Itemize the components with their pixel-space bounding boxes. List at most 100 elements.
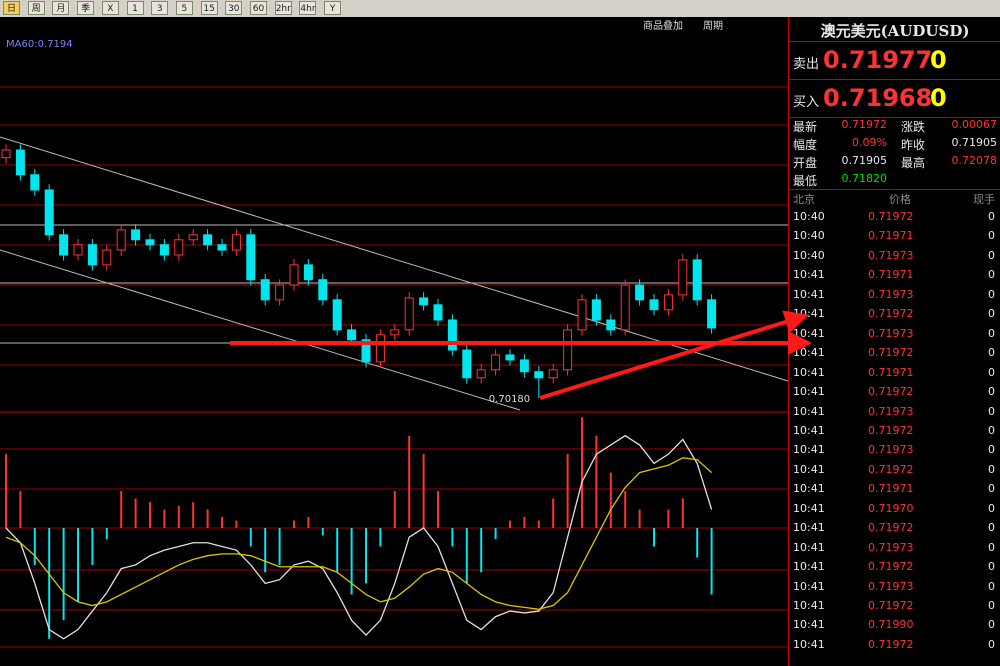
toolbar-button[interactable]: Y — [324, 1, 342, 15]
trade-time: 10:41 — [793, 443, 825, 457]
trade-price: 0.71972 — [868, 346, 914, 360]
trade-time: 10:41 — [793, 307, 825, 321]
trade-price: 0.71972 — [868, 521, 914, 535]
trade-price: 0.71971 — [868, 268, 914, 282]
toolbar-button[interactable]: 周 — [27, 1, 45, 15]
buy-price: 0.71968 — [823, 84, 933, 112]
candle-body — [347, 329, 357, 341]
trade-volume: 0 — [988, 268, 995, 282]
toolbar-button[interactable]: 日 — [3, 1, 20, 15]
toolbar-button[interactable]: 30 — [225, 1, 243, 15]
chart-area: 商品叠加 周期 MA60:0.7194 0.70180 — [0, 19, 788, 648]
candle-body — [260, 279, 270, 301]
toolbar-button[interactable]: 季 — [77, 1, 95, 15]
trade-volume: 0 — [988, 346, 995, 360]
trade-price: 0.71971 — [868, 229, 914, 243]
toolbar-link: 商品叠加 — [643, 19, 683, 32]
stat-value: 0.71820 — [841, 172, 888, 185]
candle-body — [174, 239, 184, 256]
stat-value: 0.71972 — [841, 118, 888, 131]
trade-volume: 0 — [988, 618, 995, 632]
candle-body — [318, 279, 328, 301]
trade-time: 10:41 — [793, 579, 825, 593]
stat-label: 开盘 — [793, 156, 818, 170]
trade-price: 0.71972 — [868, 423, 914, 437]
candle-body — [1, 149, 11, 159]
trade-time: 10:41 — [793, 462, 825, 476]
candle-body — [491, 354, 501, 371]
candle-body — [87, 244, 97, 266]
toolbar-button[interactable]: 1 — [126, 1, 144, 15]
candle-body — [188, 234, 198, 241]
toolbar-button[interactable]: 60 — [250, 1, 267, 15]
trade-time: 10:40 — [793, 229, 825, 243]
trade-volume: 0 — [988, 560, 995, 574]
separator — [789, 41, 1000, 42]
candle-body — [116, 229, 126, 251]
trade-volume: 0 — [988, 637, 995, 651]
trade-volume: 0 — [988, 579, 995, 593]
macd-dif — [5, 434, 713, 640]
sell-label: 卖出 — [793, 57, 820, 72]
trade-volume: 0 — [988, 501, 995, 515]
trade-volume: 0 — [988, 540, 995, 554]
candle-body — [606, 319, 616, 331]
levels — [0, 136, 788, 411]
trade-price: 0.71972 — [868, 462, 914, 476]
toolbar-button[interactable]: X — [101, 1, 119, 15]
stat-value: 0.09% — [852, 136, 887, 149]
stat-value: 0.71905 — [951, 136, 998, 149]
candle-body — [303, 264, 313, 281]
trade-time: 10:41 — [793, 637, 825, 651]
candle-body — [476, 369, 486, 379]
trade-volume: 0 — [988, 248, 995, 262]
trade-price: 0.71990 — [868, 618, 914, 632]
candle-body — [692, 259, 702, 301]
candle-body — [73, 244, 83, 256]
candle-body — [159, 244, 169, 256]
stat-label: 最低 — [793, 174, 818, 188]
trade-volume: 0 — [988, 287, 995, 301]
toolbar-button[interactable]: 3 — [151, 1, 169, 15]
candle-body — [231, 234, 241, 251]
candle-body — [404, 297, 414, 331]
toolbar-button[interactable]: 2hr — [274, 1, 292, 15]
candle-body — [577, 299, 587, 331]
candle-body — [563, 329, 573, 371]
candle-body — [289, 264, 299, 286]
grid — [0, 86, 788, 648]
trade-time: 10:41 — [793, 560, 825, 574]
trade-volume: 0 — [988, 404, 995, 418]
trade-price: 0.71972 — [868, 560, 914, 574]
trade-price: 0.71972 — [868, 637, 914, 651]
trade-price: 0.71973 — [868, 579, 914, 593]
candle-body — [635, 284, 645, 301]
toolbar-button[interactable]: 5 — [175, 1, 193, 15]
trade-price: 0.71973 — [868, 404, 914, 418]
stat-label: 涨跌 — [901, 120, 926, 134]
toolbar-link: 周期 — [703, 20, 723, 32]
trade-time: 10:41 — [793, 268, 825, 282]
macd-dea — [5, 457, 713, 610]
separator — [789, 117, 1000, 118]
candle-body — [519, 359, 529, 373]
trade-volume: 0 — [988, 365, 995, 379]
candle-body — [15, 149, 25, 176]
toolbar-button[interactable]: 月 — [52, 1, 70, 15]
toolbar-button[interactable]: 4hr — [299, 1, 317, 15]
trade-time: 10:41 — [793, 385, 825, 399]
column-header: 现手 — [973, 193, 995, 206]
trade-time: 10:41 — [793, 346, 825, 360]
trade-price: 0.71973 — [868, 443, 914, 457]
toolbar-button[interactable]: 15 — [200, 1, 218, 15]
stat-label: 昨收 — [901, 138, 926, 152]
buy-label: 买入 — [793, 95, 820, 110]
trade-volume: 0 — [988, 521, 995, 535]
toolbar: 日周月季 X 1 3 5 15 30 60 2hr 4hr Y — [0, 0, 1000, 17]
trade-volume: 0 — [988, 423, 995, 437]
instrument-title: 澳元美元(AUDUSD) — [820, 22, 970, 40]
stat-label: 幅度 — [793, 138, 818, 152]
candle-body — [678, 259, 688, 296]
trade-volume: 0 — [988, 307, 995, 321]
stat-value: 0.72078 — [951, 154, 998, 167]
